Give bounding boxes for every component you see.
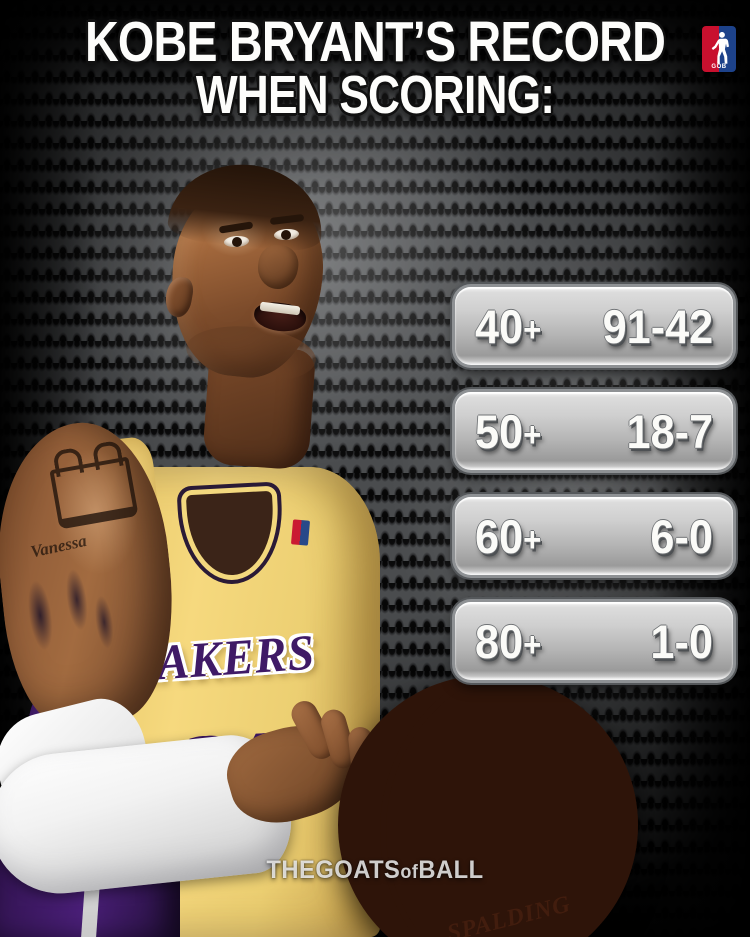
table-row: 80+ 1-0: [455, 602, 733, 680]
logo-label: GOB: [711, 64, 727, 70]
threshold-value: 80: [475, 614, 524, 668]
points-threshold: 40+: [475, 303, 541, 350]
record-table: 40+ 91-42 50+ 18-7 60+ 6-0 80+ 1-0: [455, 287, 733, 680]
tattoo-lion-swirl: [0, 539, 133, 685]
threshold-value: 40: [475, 299, 524, 353]
win-loss-record: 1-0: [650, 614, 713, 668]
plus-sign: +: [523, 415, 542, 454]
jersey-league-logo: [290, 519, 311, 546]
threshold-value: 50: [475, 404, 524, 458]
win-loss-record: 18-7: [626, 404, 713, 458]
pupil-left: [232, 237, 242, 247]
table-row: 50+ 18-7: [455, 392, 733, 470]
plus-sign: +: [523, 625, 542, 664]
nba-style-logo-icon: GOB: [702, 26, 736, 72]
plus-sign: +: [523, 310, 542, 349]
points-threshold: 60+: [475, 513, 541, 560]
table-row: 40+ 91-42: [455, 287, 733, 365]
points-threshold: 50+: [475, 408, 541, 455]
table-row: 60+ 6-0: [455, 497, 733, 575]
pupil-right: [281, 230, 291, 240]
points-threshold: 80+: [475, 618, 541, 665]
plus-sign: +: [523, 520, 542, 559]
win-loss-record: 6-0: [650, 509, 713, 563]
threshold-value: 60: [475, 509, 524, 563]
win-loss-record: 91-42: [602, 299, 713, 353]
basketball: SPALDING: [338, 675, 638, 937]
